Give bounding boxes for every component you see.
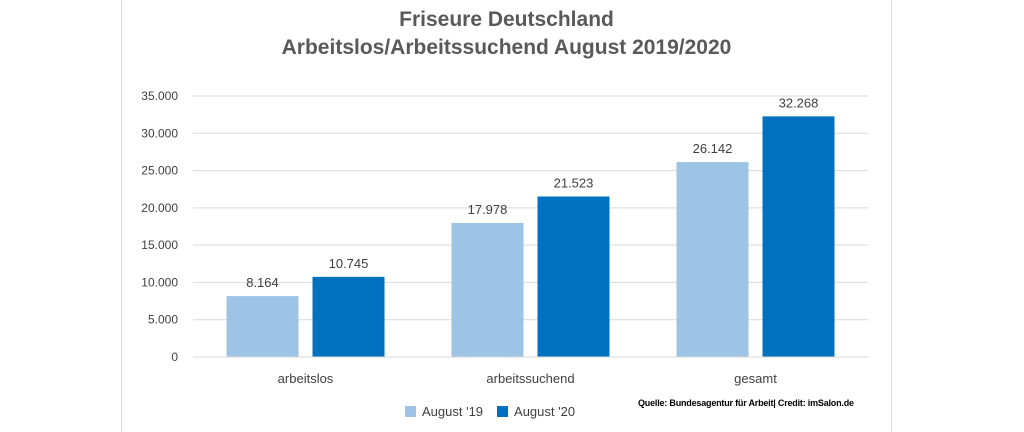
y-tick-label: 30.000 <box>141 126 178 140</box>
legend-item-august-19: August '19 <box>405 404 483 419</box>
x-tick-label: arbeitslos <box>278 371 334 386</box>
data-label: 17.978 <box>468 202 508 217</box>
legend-label-august-19: August '19 <box>422 403 484 419</box>
y-tick-label: 0 <box>171 350 178 364</box>
x-tick-label: gesamt <box>734 371 777 386</box>
bar <box>312 276 385 357</box>
x-tick-label: arbeitssuchend <box>486 371 574 386</box>
y-tick-label: 5.000 <box>148 313 178 327</box>
bar <box>762 116 835 357</box>
y-tick-label: 25.000 <box>141 164 178 178</box>
chart-title: Friseure Deutschland <box>399 8 614 31</box>
y-tick-label: 10.000 <box>141 275 178 289</box>
chart-title-block: Friseure Deutschland Arbeitslos/Arbeitss… <box>121 6 892 62</box>
chart-frame <box>121 0 892 432</box>
data-label: 8.164 <box>246 275 279 290</box>
data-label: 32.268 <box>779 95 819 110</box>
bar <box>537 196 610 357</box>
bar <box>226 296 299 357</box>
data-label: 10.745 <box>329 256 369 271</box>
legend-item-august-20: August '20 <box>497 404 575 419</box>
bar <box>676 162 749 357</box>
y-tick-label: 20.000 <box>141 201 178 215</box>
source-note: Quelle: Bundesagentur für Arbeit| Credit… <box>638 398 854 408</box>
bar <box>451 222 524 357</box>
legend-swatch-august-19 <box>405 405 416 417</box>
legend-swatch-august-20 <box>497 405 509 417</box>
legend-label-august-20: August '20 <box>514 403 576 419</box>
y-tick-label: 15.000 <box>141 238 178 252</box>
chart-subtitle: Arbeitslos/Arbeitssuchend August 2019/20… <box>281 36 732 59</box>
chart-legend: August '19 August '20 <box>405 402 575 420</box>
data-label: 21.523 <box>554 175 594 190</box>
y-tick-label: 35.000 <box>141 89 178 103</box>
data-label: 26.142 <box>693 141 733 156</box>
